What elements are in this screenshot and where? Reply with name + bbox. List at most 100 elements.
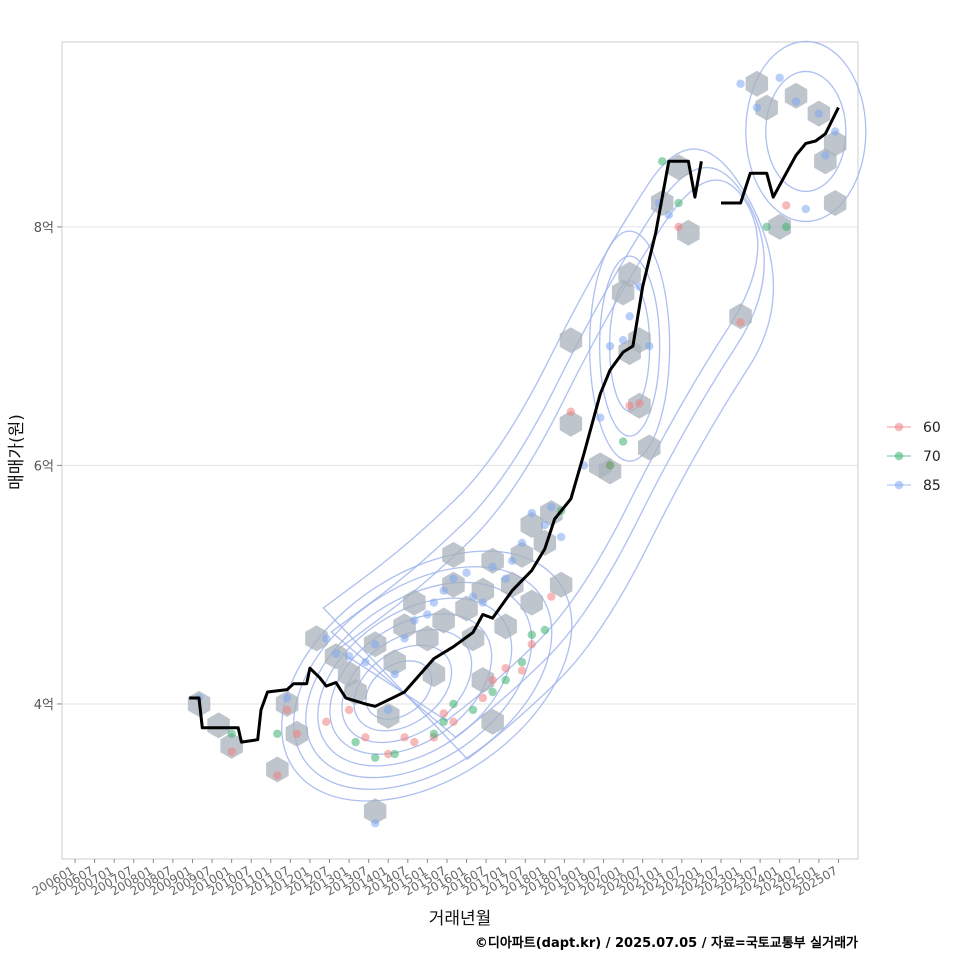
data-point-60 xyxy=(635,399,644,408)
legend-key-point xyxy=(894,451,904,461)
data-point-85 xyxy=(439,586,448,595)
data-point-70 xyxy=(658,157,667,166)
data-point-70 xyxy=(227,729,236,738)
data-point-85 xyxy=(370,819,380,828)
data-point-85 xyxy=(370,640,380,649)
hex-bin xyxy=(540,500,563,527)
x-axis-ticks: 2006012006072007012007072008012008072009… xyxy=(30,859,840,899)
data-point-70 xyxy=(370,753,380,762)
data-point-85 xyxy=(478,598,488,607)
data-point-70 xyxy=(782,222,791,232)
hex-bin xyxy=(207,712,230,739)
data-point-85 xyxy=(501,574,510,583)
y-axis-title: 매매가(원) xyxy=(7,414,27,490)
hex-bin xyxy=(377,702,400,729)
data-point-60 xyxy=(501,663,510,673)
data-point-70 xyxy=(674,198,683,208)
data-point-60 xyxy=(478,693,488,703)
density-contour xyxy=(588,230,671,462)
data-point-70 xyxy=(762,222,771,232)
hex-bin xyxy=(481,708,504,735)
data-point-60 xyxy=(517,666,527,675)
data-point-85 xyxy=(344,652,354,661)
data-point-60 xyxy=(625,401,634,410)
hex-bin xyxy=(422,661,446,688)
data-point-60 xyxy=(488,675,497,685)
hex-bin xyxy=(520,589,543,616)
data-point-85 xyxy=(821,151,830,160)
hex-bin xyxy=(471,667,495,694)
data-point-85 xyxy=(488,562,497,571)
legend-label: 70 xyxy=(923,449,941,465)
source-caption: ©디아파트(dapt.kr) / 2025.07.05 / 자료=국토교통부 실… xyxy=(475,935,858,951)
data-point-85 xyxy=(540,520,550,530)
data-point-70 xyxy=(488,687,497,697)
data-point-85 xyxy=(462,568,471,577)
hex-bin xyxy=(363,798,387,825)
density-contour xyxy=(765,70,847,193)
density-contour xyxy=(322,148,775,761)
data-point-85 xyxy=(429,598,439,607)
data-point-85 xyxy=(527,508,536,518)
hex-bin xyxy=(494,613,517,640)
y-tick-label: 8억 xyxy=(34,221,54,236)
data-point-85 xyxy=(390,669,399,679)
data-point-85 xyxy=(618,335,628,345)
data-point-85 xyxy=(556,532,566,542)
data-point-60 xyxy=(322,717,331,727)
density-contour xyxy=(745,40,867,223)
data-point-85 xyxy=(547,502,556,512)
data-point-70 xyxy=(449,699,458,709)
hex-bin xyxy=(416,625,439,652)
hex-bin xyxy=(814,148,837,175)
data-point-60 xyxy=(361,733,370,742)
data-point-85 xyxy=(449,574,458,583)
data-point-60 xyxy=(292,729,302,738)
hex-bin xyxy=(638,434,661,461)
data-point-70 xyxy=(429,729,439,738)
hex-bin xyxy=(455,595,478,622)
hex-bin xyxy=(755,94,778,121)
data-point-85 xyxy=(384,705,393,715)
data-point-70 xyxy=(501,675,510,685)
hex-bin xyxy=(559,327,583,354)
data-point-70 xyxy=(273,729,282,738)
data-point-70 xyxy=(527,630,536,639)
trend-line-segment xyxy=(721,106,840,205)
hex-bin xyxy=(471,577,495,604)
data-point-85 xyxy=(596,413,605,422)
data-point-60 xyxy=(282,705,292,715)
plot-panel xyxy=(61,41,859,860)
data-point-85 xyxy=(664,210,673,220)
density-contour xyxy=(353,644,453,732)
hex-bin xyxy=(275,690,299,717)
data-point-85 xyxy=(791,97,801,106)
x-axis-title: 거래년월 xyxy=(429,909,492,929)
data-point-60 xyxy=(400,733,409,742)
hex-bin xyxy=(823,130,847,157)
hex-bin xyxy=(305,625,328,652)
hex-bin xyxy=(559,410,583,437)
data-point-85 xyxy=(468,592,478,601)
data-point-70 xyxy=(605,461,615,470)
hex-bin xyxy=(461,625,485,652)
data-point-85 xyxy=(814,109,824,118)
data-point-60 xyxy=(439,709,448,718)
data-point-60 xyxy=(547,592,556,601)
data-point-85 xyxy=(736,79,745,88)
data-point-70 xyxy=(439,717,448,727)
data-point-60 xyxy=(227,747,236,756)
legend: 60 70 85 xyxy=(887,420,941,494)
y-tick-label: 4억 xyxy=(34,698,54,713)
data-point-85 xyxy=(605,341,615,351)
data-point-60 xyxy=(736,318,745,327)
data-point-85 xyxy=(775,73,784,82)
y-tick-label: 6억 xyxy=(34,459,54,474)
data-point-60 xyxy=(449,717,458,727)
data-point-85 xyxy=(645,341,654,351)
data-point-60 xyxy=(527,640,536,649)
hex-bin xyxy=(520,512,543,538)
data-point-85 xyxy=(361,658,370,667)
density-contours xyxy=(281,40,867,802)
